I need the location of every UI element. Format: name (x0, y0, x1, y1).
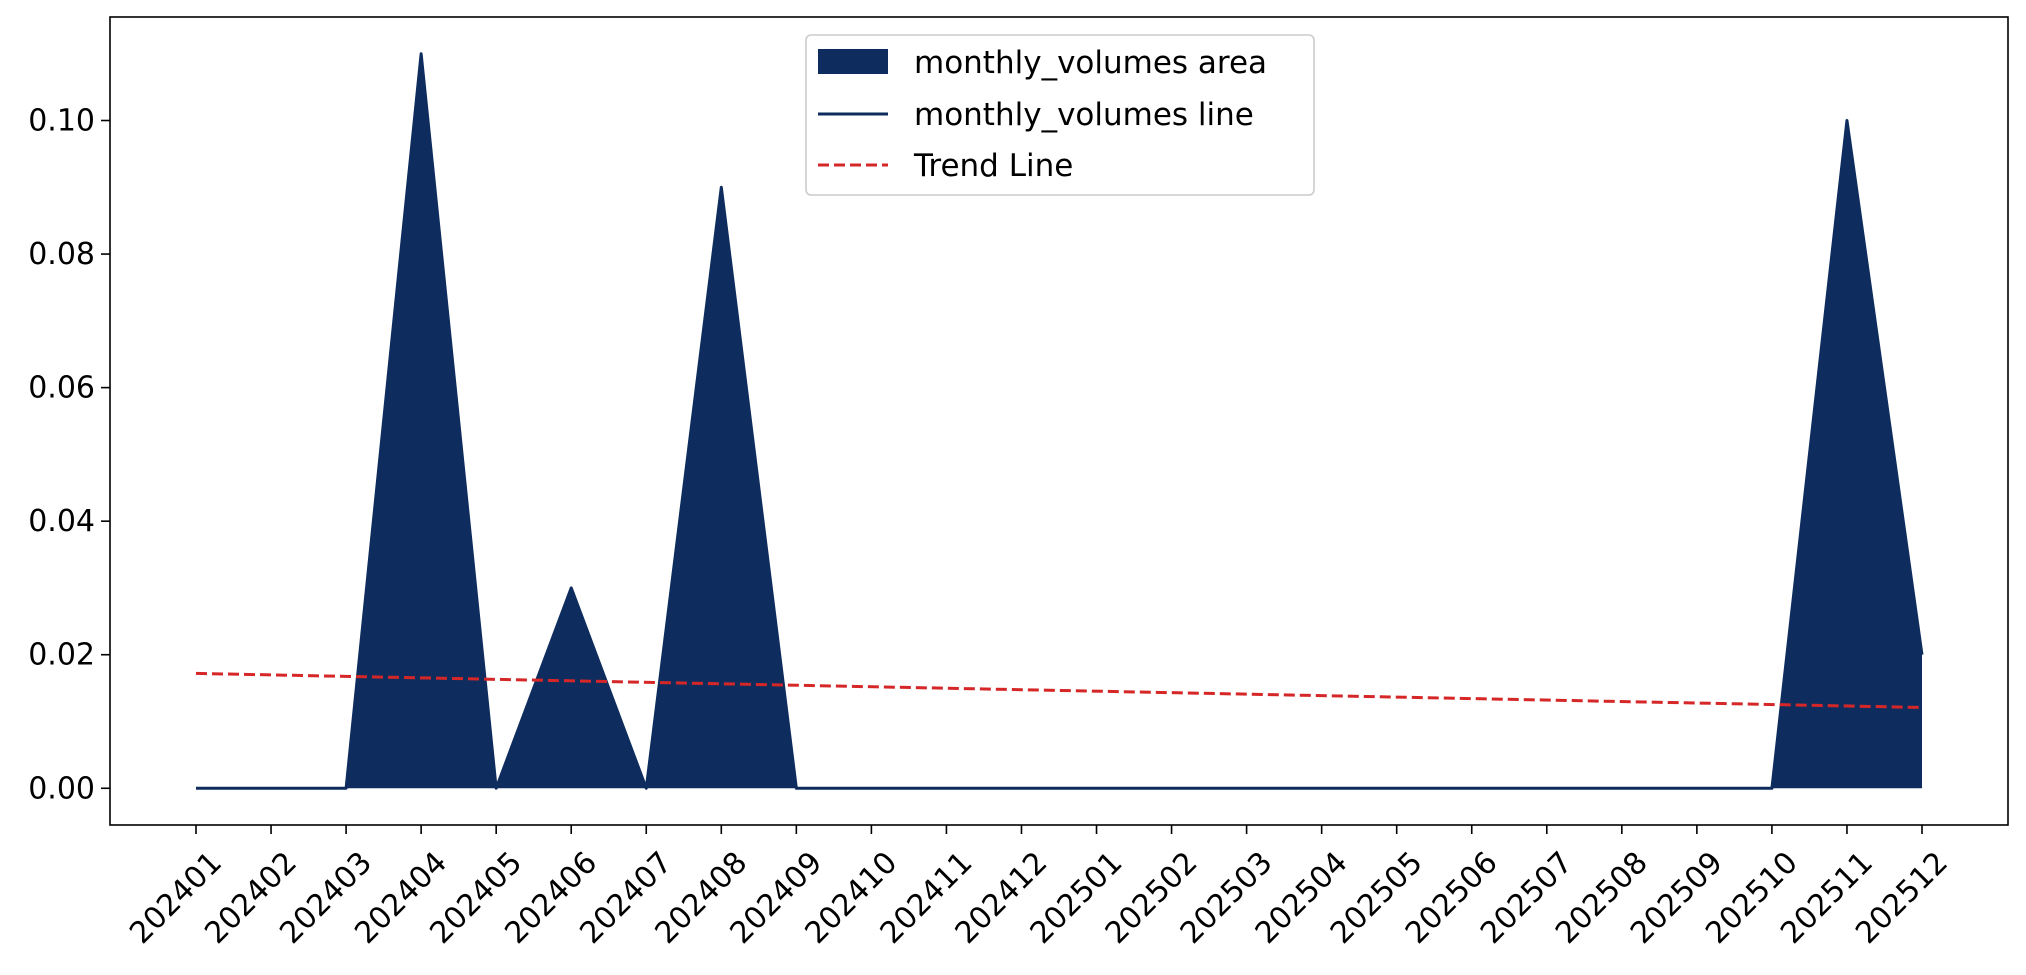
y-tick-label: 0.10 (28, 104, 95, 139)
plot-frame (109, 16, 2009, 826)
legend-label: monthly_volumes line (914, 97, 1254, 133)
y-tick-label: 0.08 (28, 237, 95, 272)
y-tick-label: 0.06 (28, 371, 95, 406)
y-tick-label: 0.00 (28, 771, 95, 806)
legend-label: Trend Line (913, 148, 1073, 184)
y-tick-label: 0.04 (28, 504, 95, 539)
y-tick-label: 0.02 (28, 638, 95, 673)
y-axis: 0.00 0.02 0.04 0.06 0.08 0.10 (28, 104, 110, 806)
legend-box (805, 34, 1315, 196)
plot-marks (195, 52, 1924, 790)
area-fill-monthly-volumes (196, 53, 1922, 789)
series-line-monthly-volumes (196, 52, 1924, 790)
x-axis: 2024012024022024032024042024052024062024… (123, 825, 1955, 951)
legend-swatch-area (818, 49, 888, 74)
legend: monthly_volumes area monthly_volumes line… (805, 34, 1315, 196)
legend-label: monthly_volumes area (914, 45, 1267, 81)
